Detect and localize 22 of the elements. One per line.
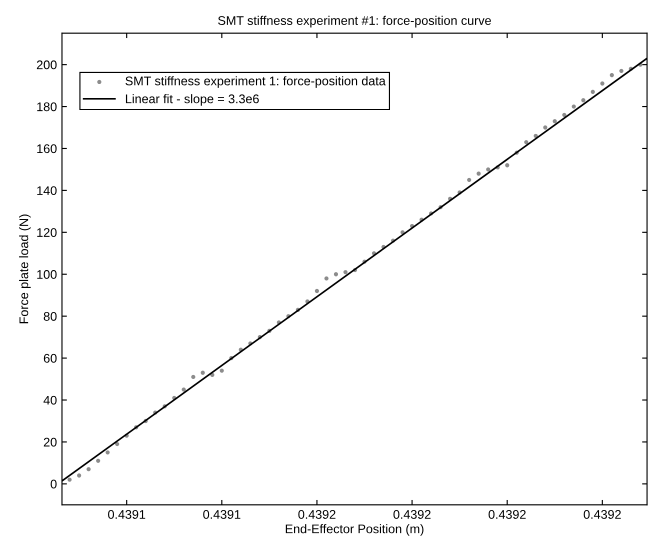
x-tick-label: 0.4391 (203, 510, 240, 519)
y-tick-label: 20 (44, 438, 57, 447)
x-axis-title: End-Effector Position (m) (286, 524, 424, 536)
x-tick-label: 0.4392 (584, 510, 621, 519)
y-tick-label: 0 (50, 480, 57, 489)
x-tick-label: 0.4392 (393, 510, 431, 519)
chart-title: SMT stiffness experiment #1: force-position curve (218, 16, 491, 28)
y-tick-label: 200 (36, 60, 57, 70)
x-tick-label: 0.4391 (108, 510, 146, 519)
y-tick-label: 120 (37, 228, 57, 237)
y-tick-label: 60 (44, 354, 57, 363)
legend-label: Linear fit - slope = 3.3e6 (126, 94, 259, 106)
x-tick-label: 0.4392 (298, 510, 336, 519)
y-tick-label: 140 (37, 186, 57, 196)
y-tick-label: 100 (37, 270, 57, 279)
y-tick-label: 160 (37, 144, 57, 154)
y-tick-label: 180 (37, 102, 57, 112)
legend-label: SMT stiffness experiment 1: force-position data (126, 76, 386, 88)
y-tick-label: 40 (44, 396, 57, 405)
y-tick-label: 80 (44, 312, 57, 321)
x-tick-label: 0.4392 (488, 510, 526, 519)
y-axis-title: Force plate load (N) (19, 214, 31, 324)
